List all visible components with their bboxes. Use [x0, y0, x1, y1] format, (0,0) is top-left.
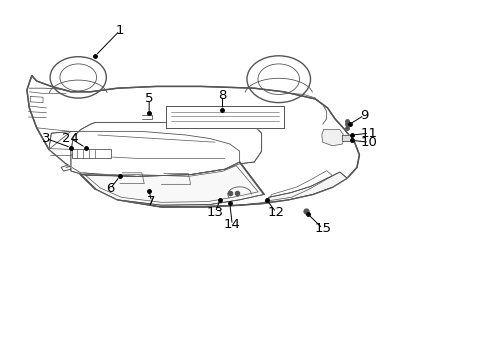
Polygon shape	[27, 76, 359, 207]
Text: 7: 7	[147, 195, 156, 208]
Text: 13: 13	[206, 206, 223, 219]
Text: 3: 3	[42, 132, 51, 145]
Polygon shape	[166, 106, 283, 128]
Polygon shape	[71, 122, 261, 176]
Text: 10: 10	[360, 136, 377, 149]
Polygon shape	[81, 162, 264, 205]
Polygon shape	[49, 131, 239, 176]
Text: 11: 11	[360, 127, 377, 140]
Polygon shape	[61, 166, 71, 171]
Text: 5: 5	[144, 93, 153, 105]
Text: 8: 8	[218, 89, 226, 102]
Polygon shape	[264, 172, 346, 203]
Text: 15: 15	[314, 222, 330, 235]
Polygon shape	[72, 149, 111, 158]
Text: 9: 9	[359, 109, 368, 122]
Polygon shape	[321, 130, 344, 146]
Text: 6: 6	[105, 183, 114, 195]
Text: 24: 24	[62, 132, 79, 145]
Text: 12: 12	[267, 206, 284, 219]
Polygon shape	[342, 135, 350, 141]
Text: 14: 14	[224, 219, 240, 231]
Text: 1: 1	[115, 24, 124, 37]
